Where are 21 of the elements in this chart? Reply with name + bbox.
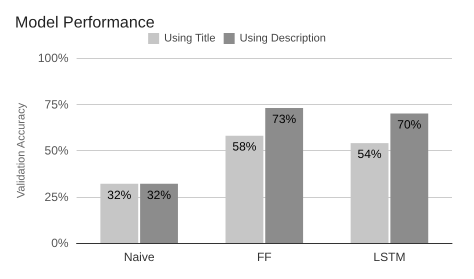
data-label: 70% bbox=[397, 118, 422, 132]
bar bbox=[390, 114, 428, 243]
chart-title: Model Performance bbox=[15, 14, 155, 32]
y-tick-label: 100% bbox=[38, 51, 69, 65]
legend-label: Using Description bbox=[240, 32, 326, 44]
legend-label: Using Title bbox=[164, 32, 216, 44]
y-tick-label: 25% bbox=[44, 190, 69, 204]
x-tick-label: Naive bbox=[124, 250, 155, 264]
y-tick-label: 0% bbox=[51, 236, 69, 250]
y-tick-label: 75% bbox=[44, 97, 69, 112]
data-label: 58% bbox=[232, 140, 257, 154]
data-label: 32% bbox=[147, 188, 172, 202]
bar bbox=[140, 184, 178, 243]
data-label: 32% bbox=[107, 188, 132, 202]
y-axis-title: Validation Accuracy bbox=[16, 102, 28, 198]
data-label: 54% bbox=[358, 147, 382, 162]
x-tick-label: FF bbox=[256, 250, 272, 264]
x-tick-label: LSTM bbox=[373, 250, 406, 264]
data-label: 73% bbox=[272, 112, 296, 126]
bar bbox=[265, 108, 304, 243]
y-tick-label: 50% bbox=[44, 144, 69, 158]
